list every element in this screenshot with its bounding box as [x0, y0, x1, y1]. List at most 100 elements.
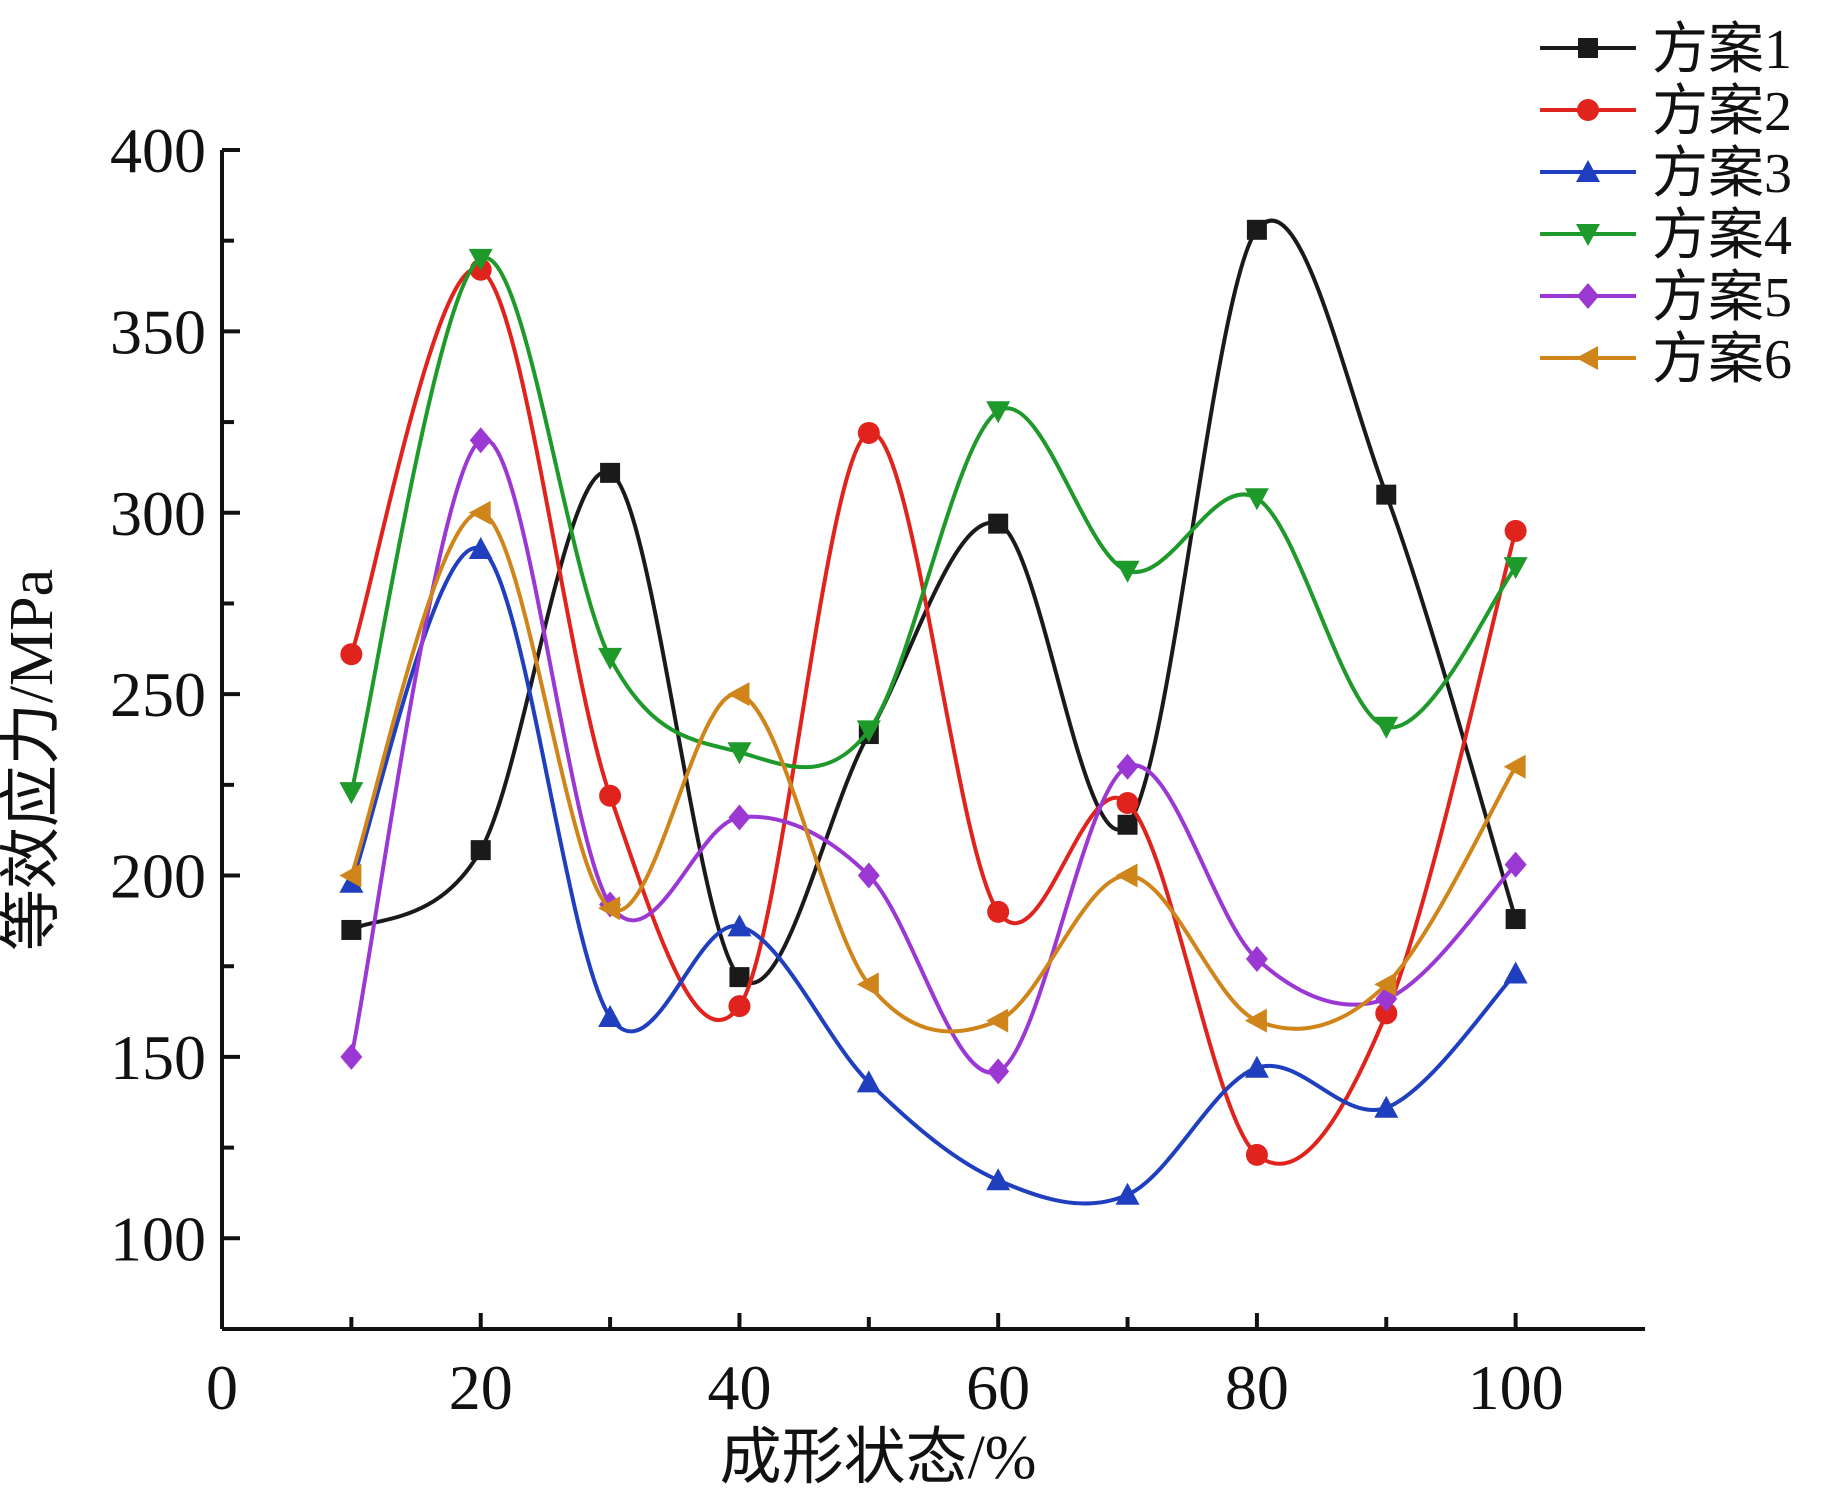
data-point — [988, 513, 1009, 534]
series-layer — [339, 218, 1528, 1206]
legend-marker — [1577, 99, 1599, 121]
legend-item-4: 方案4 — [1540, 205, 1792, 267]
x-tick-label: 20 — [449, 1352, 513, 1423]
data-point — [728, 995, 751, 1018]
y-tick-label: 200 — [110, 841, 206, 912]
data-point — [856, 972, 879, 997]
data-point — [1374, 716, 1399, 739]
x-tick-label: 0 — [206, 1352, 238, 1423]
legend-label: 方案4 — [1652, 205, 1792, 267]
data-point — [1115, 863, 1138, 888]
legend-item-1: 方案1 — [1540, 19, 1792, 81]
y-tick-label: 150 — [110, 1022, 206, 1093]
x-ticks: 0 20 40 60 80 100 — [206, 1313, 1564, 1423]
series-2 — [340, 258, 1527, 1166]
data-point — [340, 643, 363, 666]
data-point — [468, 500, 491, 525]
data-point — [1244, 1008, 1267, 1033]
data-point — [1375, 1002, 1398, 1025]
data-point — [598, 647, 623, 670]
data-point — [1505, 909, 1526, 930]
y-tick-label: 100 — [110, 1203, 206, 1274]
x-tick-label: 60 — [966, 1352, 1030, 1423]
data-point — [1503, 754, 1526, 779]
data-point — [727, 742, 752, 765]
legend-marker — [1576, 160, 1600, 182]
data-point — [1504, 851, 1527, 878]
data-point — [986, 1168, 1011, 1191]
data-point — [1374, 972, 1397, 997]
data-point — [340, 1043, 363, 1070]
y-tick-label: 400 — [110, 115, 206, 186]
series-line-1 — [350, 218, 1518, 985]
legend-label: 方案5 — [1652, 267, 1792, 329]
series-line-4 — [349, 255, 1518, 793]
data-point — [1115, 1182, 1140, 1205]
legend-label: 方案3 — [1652, 143, 1792, 205]
legend-item-2: 方案2 — [1540, 81, 1792, 143]
legend-label: 方案1 — [1652, 19, 1792, 81]
series-4 — [339, 248, 1528, 805]
x-axis-title: 成形状态/% — [720, 1424, 1037, 1492]
data-point — [729, 967, 750, 988]
data-point — [339, 863, 362, 888]
data-point — [469, 427, 492, 454]
data-point — [987, 900, 1010, 923]
data-point — [727, 914, 752, 937]
data-point — [600, 462, 621, 483]
data-point — [728, 804, 751, 831]
x-tick-label: 40 — [707, 1352, 771, 1423]
data-point — [341, 919, 362, 940]
series-5 — [340, 427, 1527, 1085]
y-tick-label: 300 — [110, 478, 206, 549]
data-point — [1503, 557, 1528, 580]
series-line-5 — [349, 437, 1518, 1075]
data-point — [1244, 1055, 1269, 1078]
legend-marker — [1576, 224, 1600, 246]
data-point — [1115, 560, 1140, 583]
legend-label: 方案6 — [1652, 329, 1792, 391]
series-line-3 — [349, 546, 1518, 1206]
data-point — [857, 421, 880, 444]
data-point — [987, 1058, 1010, 1085]
data-point — [1246, 219, 1267, 240]
data-point — [857, 862, 880, 889]
data-point — [986, 1008, 1009, 1033]
legend-marker — [1578, 38, 1598, 58]
y-tick-label: 250 — [110, 659, 206, 730]
data-point — [1504, 519, 1527, 542]
legend-item-6: 方案6 — [1540, 329, 1792, 391]
data-point — [1117, 814, 1138, 835]
y-tick-label: 350 — [110, 296, 206, 367]
data-point — [727, 682, 750, 707]
y-ticks: 100 150 200 250 300 350 400 — [110, 115, 240, 1274]
data-point — [856, 1070, 881, 1093]
data-point — [1374, 1095, 1399, 1118]
data-point — [1503, 961, 1528, 984]
legend-label: 方案2 — [1652, 81, 1792, 143]
data-point — [856, 720, 881, 743]
data-point — [1116, 791, 1139, 814]
series-3 — [339, 537, 1528, 1206]
legend-marker — [1576, 346, 1598, 370]
legend-item-3: 方案3 — [1540, 143, 1792, 205]
series-line-6 — [349, 510, 1518, 1034]
data-point — [1245, 945, 1268, 972]
series-6 — [339, 500, 1526, 1034]
x-tick-label: 80 — [1225, 1352, 1289, 1423]
x-tick-label: 100 — [1468, 1352, 1564, 1423]
legend-marker — [1577, 283, 1599, 309]
legend-item-5: 方案5 — [1540, 267, 1792, 329]
axes — [220, 150, 1645, 1331]
data-point — [1245, 1143, 1268, 1166]
data-point — [339, 782, 364, 805]
data-point — [470, 840, 491, 861]
data-point — [468, 248, 493, 271]
data-point — [468, 537, 493, 560]
series-line-2 — [349, 266, 1518, 1166]
data-point — [1244, 488, 1269, 511]
data-point — [1116, 753, 1139, 780]
data-point — [598, 896, 621, 921]
data-point — [1376, 484, 1397, 505]
